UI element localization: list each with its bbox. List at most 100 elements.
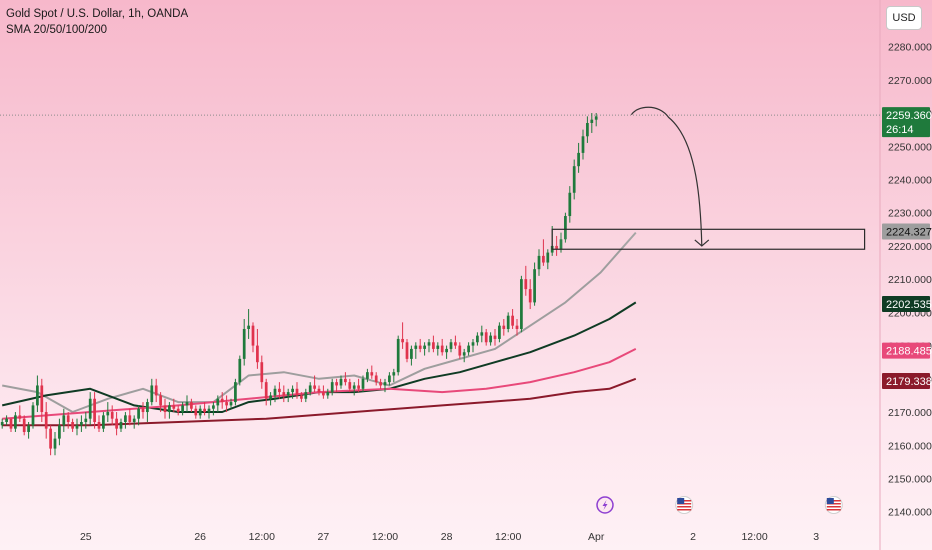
candle-body	[163, 405, 167, 413]
candle-body	[449, 342, 453, 349]
candle-body	[291, 388, 294, 393]
candle-body	[110, 412, 114, 419]
candle-body	[511, 315, 514, 326]
candle-body	[168, 405, 171, 413]
symbol-title[interactable]: Gold Spot / U.S. Dollar, 1h, OANDA	[6, 8, 189, 20]
candle-body	[330, 382, 334, 393]
candle-body	[304, 392, 308, 399]
candle-body	[533, 269, 536, 303]
candle-body	[418, 345, 422, 349]
candle-body	[150, 385, 154, 403]
candle-body	[564, 216, 567, 240]
lightning-icon[interactable]	[596, 496, 614, 514]
candle-body	[379, 382, 382, 386]
candle-body	[326, 392, 330, 396]
candle-body	[80, 422, 83, 426]
candle-body	[146, 402, 149, 413]
candle-body	[273, 388, 277, 396]
candle-body	[313, 385, 316, 389]
y-tick-label: 2220.000	[888, 241, 932, 253]
candle-body	[256, 345, 259, 363]
candle-body	[137, 408, 140, 419]
candle-body	[185, 402, 189, 406]
candle-body	[568, 192, 572, 217]
candle-body	[524, 279, 528, 290]
candle-body	[427, 342, 431, 346]
x-tick-label: 12:00	[372, 531, 398, 543]
x-tick-label: 26	[194, 531, 206, 543]
candle-body	[53, 438, 57, 449]
candle-body	[559, 239, 563, 250]
price-tag-label: 2188.485	[886, 346, 932, 358]
candle-body	[322, 392, 325, 396]
grid-lines	[0, 0, 881, 550]
y-tick-label: 2140.000	[888, 507, 932, 519]
candle-body	[124, 415, 127, 423]
candle-body	[251, 325, 255, 346]
candle-body	[462, 352, 466, 356]
candle-body	[207, 408, 211, 413]
candle-body	[141, 408, 145, 413]
chart-header: Gold Spot / U.S. Dollar, 1h, OANDA SMA 2…	[6, 6, 188, 38]
annotations[interactable]	[551, 106, 866, 250]
price-tag	[882, 342, 930, 359]
sma-line	[2, 231, 637, 413]
candle-body	[234, 382, 237, 403]
y-tick-label: 2210.000	[888, 274, 932, 286]
sma-lines	[1, 231, 637, 427]
candle-body	[528, 289, 532, 303]
y-tick-label: 2170.000	[888, 407, 932, 419]
price-tag-label: 2202.535	[886, 299, 932, 311]
candle-body	[392, 372, 396, 376]
candle-body	[36, 385, 39, 406]
candle-body	[238, 358, 242, 383]
candle-body	[128, 415, 132, 423]
projection-arrow[interactable]	[630, 106, 703, 246]
candle-body	[594, 116, 598, 120]
price-tag	[882, 107, 930, 138]
candle-body	[370, 372, 374, 376]
candle-body	[84, 418, 88, 423]
candle-body	[62, 415, 66, 426]
indicator-label[interactable]: SMA 20/50/100/200	[6, 24, 108, 36]
candle-body	[480, 332, 484, 336]
time-axis[interactable]: 25 26 12:00 27 12:00 28 12:00 Apr 2 12:00 3	[80, 531, 819, 543]
candle-body	[458, 345, 462, 356]
candle-body	[229, 402, 233, 406]
currency-button[interactable]: USD	[886, 6, 922, 30]
candle-body	[493, 335, 497, 339]
us-flag-icon[interactable]	[675, 496, 694, 514]
candle-body	[242, 328, 246, 359]
candle-body	[31, 405, 35, 426]
candle-body	[220, 398, 224, 403]
candle-body	[471, 342, 475, 346]
candle-body	[586, 122, 589, 137]
candle-body	[106, 412, 110, 416]
event-markers[interactable]	[596, 496, 843, 514]
price-axis[interactable]: 2140.0002150.0002160.0002170.0002180.000…	[882, 42, 932, 519]
candle-body	[537, 255, 541, 270]
candle-body	[49, 428, 52, 449]
candle-body	[410, 348, 413, 359]
candle-body	[198, 408, 202, 416]
us-flag-icon[interactable]	[824, 496, 843, 514]
x-tick-label: 27	[318, 531, 330, 543]
candle-body	[295, 388, 299, 396]
sma-line	[2, 348, 637, 420]
candle-body	[546, 252, 550, 263]
y-tick-label: 2230.000	[888, 208, 932, 220]
candle-body	[467, 345, 470, 353]
price-tag	[882, 373, 930, 390]
sma-line	[2, 377, 637, 427]
y-tick-label: 2270.000	[888, 75, 932, 87]
candle-body	[489, 335, 492, 343]
support-zone[interactable]	[551, 228, 866, 250]
candle-body	[93, 398, 96, 423]
candle-body	[22, 418, 26, 432]
candle-body	[115, 418, 118, 429]
candle-body	[396, 338, 400, 373]
candle-body	[590, 119, 594, 123]
y-tick-label: 2280.000	[888, 42, 932, 54]
